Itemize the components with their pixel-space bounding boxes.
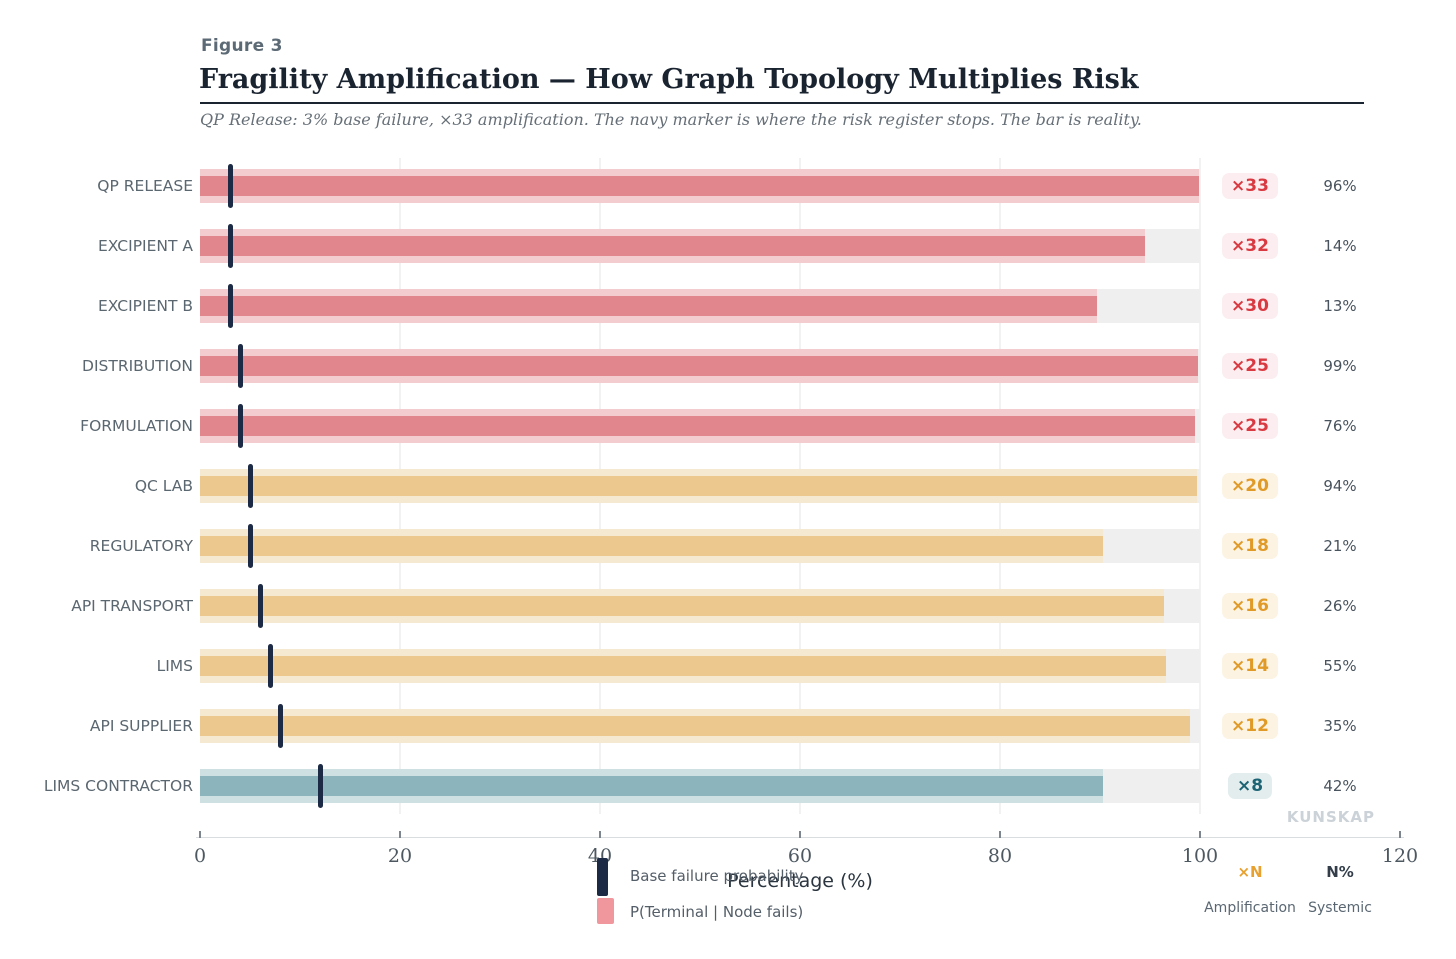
systemic-percentage: 99% (1323, 357, 1357, 375)
category-label: EXCIPIENT A (98, 237, 193, 255)
amplification-badge: ×25 (1222, 413, 1278, 439)
base-failure-marker (317, 764, 323, 808)
amplification-badge: ×25 (1222, 353, 1278, 379)
base-failure-marker (277, 704, 283, 748)
base-failure-marker (237, 344, 243, 388)
systemic-percentage: 14% (1323, 237, 1357, 255)
terminal-probability-bar (200, 356, 1198, 376)
terminal-probability-bar (200, 716, 1190, 736)
systemic-percentage: 94% (1323, 477, 1357, 495)
category-label: EXCIPIENT B (97, 297, 193, 315)
axis-tick-label: 20 (387, 845, 413, 867)
chart-subtitle: QP Release: 3% base failure, ×33 amplifi… (200, 110, 1142, 129)
legend-label-base-failure: Base failure probability (630, 867, 804, 885)
category-label: LIMS CONTRACTOR (43, 777, 193, 795)
systemic-percentage: 55% (1323, 657, 1357, 675)
systemic-percentage: 76% (1323, 417, 1357, 435)
base-failure-marker (267, 644, 273, 688)
category-label: DISTRIBUTION (82, 357, 193, 375)
amplification-badge: ×14 (1222, 653, 1278, 679)
base-failure-marker (237, 404, 243, 448)
amplification-badge: ×18 (1222, 533, 1278, 559)
category-label: QC LAB (134, 477, 193, 495)
terminal-probability-bar (200, 656, 1166, 676)
systemic-percentage: 13% (1323, 297, 1357, 315)
category-label: QP RELEASE (97, 177, 193, 195)
base-failure-marker (227, 224, 233, 268)
axis-tick-label: 60 (787, 845, 813, 867)
category-label: API TRANSPORT (71, 597, 193, 615)
title-underline (200, 102, 1364, 104)
amplification-badge: ×16 (1222, 593, 1278, 619)
amplification-column-label: Amplification (1204, 900, 1296, 916)
terminal-probability-bar (200, 236, 1145, 256)
gridline (1199, 158, 1201, 814)
category-label: FORMULATION (80, 417, 193, 435)
terminal-probability-bar (200, 536, 1103, 556)
chart-title: Fragility Amplification — How Graph Topo… (199, 64, 1139, 95)
terminal-probability-bar (200, 416, 1195, 436)
systemic-percentage: 26% (1323, 597, 1357, 615)
amplification-badge: ×30 (1222, 293, 1278, 319)
base-failure-marker (257, 584, 263, 628)
terminal-probability-bar (200, 296, 1097, 316)
terminal-probability-bar (200, 476, 1197, 496)
axis-tick (199, 831, 201, 838)
systemic-percentage: 96% (1323, 177, 1357, 195)
amplification-badge: ×33 (1222, 173, 1278, 199)
axis-tick (1399, 831, 1401, 838)
category-label: REGULATORY (89, 537, 193, 555)
figure-number: Figure 3 (201, 36, 283, 56)
category-label: LIMS (156, 657, 193, 675)
systemic-percentage: 21% (1323, 537, 1357, 555)
systemic-percentage: 35% (1323, 717, 1357, 735)
terminal-probability-bar (200, 596, 1164, 616)
x-axis-title: Percentage (%) (727, 870, 873, 892)
amplification-badge: ×12 (1222, 713, 1278, 739)
systemic-percentage: 42% (1323, 777, 1357, 795)
axis-tick-label: 120 (1381, 845, 1419, 867)
base-failure-marker (227, 164, 233, 208)
terminal-probability-swatch (597, 898, 614, 924)
systemic-column-symbol: N% (1326, 863, 1354, 881)
terminal-probability-bar (200, 776, 1103, 796)
axis-tick-label: 0 (193, 845, 207, 867)
base-failure-marker-swatch (597, 858, 608, 896)
watermark: KUNSKAP (1286, 808, 1375, 826)
axis-tick (799, 831, 801, 838)
amplification-column-symbol: ×N (1237, 863, 1263, 881)
axis-tick (999, 831, 1001, 838)
base-failure-marker (247, 524, 253, 568)
amplification-badge: ×32 (1222, 233, 1278, 259)
base-failure-marker (227, 284, 233, 328)
axis-tick-label: 80 (987, 845, 1013, 867)
category-label: API SUPPLIER (89, 717, 193, 735)
axis-tick (599, 831, 601, 838)
axis-tick-label: 100 (1181, 845, 1219, 867)
amplification-badge: ×8 (1227, 773, 1273, 799)
axis-tick (399, 831, 401, 838)
systemic-column-label: Systemic (1308, 900, 1372, 916)
axis-tick (1199, 831, 1201, 838)
base-failure-marker (247, 464, 253, 508)
amplification-badge: ×20 (1222, 473, 1278, 499)
terminal-probability-bar (200, 176, 1199, 196)
legend-label-terminal: P(Terminal | Node fails) (630, 903, 804, 921)
